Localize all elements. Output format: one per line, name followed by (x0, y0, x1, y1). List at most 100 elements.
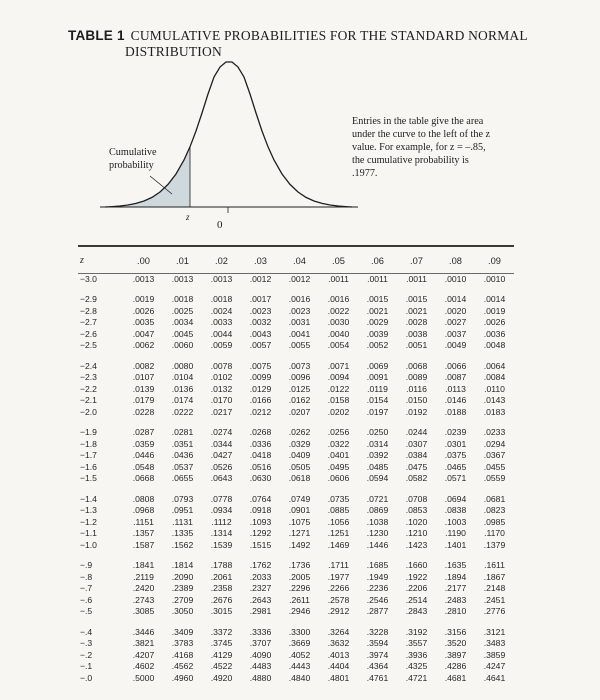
probability-cell: .0013 (210, 273, 233, 284)
probability-cell: .0023 (288, 305, 311, 316)
z-value-cell: −2.1 (80, 395, 97, 406)
probability-cell: .0516 (249, 461, 272, 472)
probability-cell: .0139 (132, 383, 155, 394)
table-row: −2.9 .0019 .0018 .0018 .0017 .0016 .0016 .0015.… (78, 294, 514, 306)
probability-cell: .0427 (210, 450, 233, 461)
probability-cell: .4325 (405, 661, 428, 672)
probability-cell: .3085 (132, 606, 155, 617)
probability-cell: .0036 (483, 328, 506, 339)
probability-cell: .0010 (444, 273, 467, 284)
probability-cell: .0179 (132, 395, 155, 406)
probability-cell: .1379 (483, 539, 506, 550)
z-value-cell: −.8 (80, 571, 93, 582)
probability-cell: .0465 (444, 461, 467, 472)
probability-cell: .0359 (132, 438, 155, 449)
z-value-cell: −1.0 (80, 539, 97, 550)
table-row: −3.0 .0013 .0013 .0013 .0012 .0012 .0011 .0011.… (78, 273, 514, 285)
table-row: −.6 .2743 .2709 .2676 .2643 .2611 .2578 .2546 .2… (78, 594, 514, 606)
group-spacer (78, 617, 514, 626)
probability-cell: .4641 (483, 672, 506, 683)
probability-cell: .0030 (327, 317, 350, 328)
probability-cell: .0537 (171, 461, 194, 472)
probability-cell: .0212 (249, 406, 272, 417)
probability-cell: .0150 (405, 395, 428, 406)
probability-cell: .0099 (249, 372, 272, 383)
probability-cell: .3409 (171, 626, 194, 637)
group-spacer (78, 285, 514, 294)
probability-cell: .2514 (405, 594, 428, 605)
probability-cell: .5000 (132, 672, 155, 683)
probability-cell: .1093 (249, 516, 272, 527)
probability-cell: .0749 (288, 493, 311, 504)
probability-cell: .0047 (132, 328, 155, 339)
probability-cell: .0012 (249, 273, 272, 284)
probability-cell: .2005 (288, 571, 311, 582)
probability-cell: .4247 (483, 661, 506, 672)
probability-cell: .0233 (483, 427, 506, 438)
probability-cell: .0344 (210, 438, 233, 449)
probability-cell: .2177 (444, 583, 467, 594)
z-value-cell: −2.6 (80, 328, 97, 339)
probability-cell: .0057 (249, 340, 272, 351)
probability-cell: .0014 (483, 294, 506, 305)
probability-cell: .0375 (444, 450, 467, 461)
probability-cell: .1401 (444, 539, 467, 550)
probability-cell: .3936 (405, 649, 428, 660)
probability-cell: .0934 (210, 505, 233, 516)
probability-cell: .1003 (444, 516, 467, 527)
probability-cell: .1020 (405, 516, 428, 527)
probability-cell: .0314 (366, 438, 389, 449)
probability-cell: .0068 (405, 360, 428, 371)
probability-cell: .0559 (483, 473, 506, 484)
probability-cell: .1515 (249, 539, 272, 550)
probability-cell: .0681 (483, 493, 506, 504)
shaded-area (105, 146, 190, 207)
table-header-rule (78, 273, 514, 274)
probability-cell: .2090 (171, 571, 194, 582)
table-row: −1.4 .0808 .0793 .0778 .0764 .0749 .0735 .0721.… (78, 493, 514, 505)
probability-cell: .0016 (288, 294, 311, 305)
probability-cell: .0170 (210, 395, 233, 406)
probability-cell: .2451 (483, 594, 506, 605)
probability-cell: .4168 (171, 649, 194, 660)
probability-cell: .0096 (288, 372, 311, 383)
table-row: −.1 .4602 .4562 .4522 .4483 .4443 .4404 .4364 .4… (78, 661, 514, 673)
probability-cell: .0026 (483, 317, 506, 328)
probability-cell: .0113 (445, 383, 466, 394)
probability-cell: .4129 (210, 649, 233, 660)
probability-cell: .1230 (366, 528, 389, 539)
probability-cell: .0011 (406, 273, 427, 284)
probability-cell: .3300 (288, 626, 311, 637)
probability-cell: .4880 (249, 672, 272, 683)
probability-cell: .0054 (327, 340, 350, 351)
probability-cell: .1335 (171, 528, 194, 539)
probability-cell: .2327 (249, 583, 272, 594)
probability-cell: .2676 (210, 594, 233, 605)
z-value-cell: −.3 (80, 638, 93, 649)
probability-cell: .3821 (132, 638, 155, 649)
probability-cell: .3557 (405, 638, 428, 649)
probability-cell: .0694 (444, 493, 467, 504)
probability-cell: .0183 (483, 406, 506, 417)
probability-cell: .4960 (171, 672, 194, 683)
probability-cell: .0985 (483, 516, 506, 527)
probability-cell: .0708 (405, 493, 428, 504)
probability-cell: .0060 (171, 340, 194, 351)
probability-cell: .0307 (405, 438, 428, 449)
probability-cell: .4562 (171, 661, 194, 672)
probability-cell: .0409 (288, 450, 311, 461)
probability-cell: .0166 (249, 395, 272, 406)
probability-cell: .1357 (132, 528, 155, 539)
probability-cell: .3520 (444, 638, 467, 649)
probability-cell: .1635 (444, 560, 467, 571)
probability-cell: .3632 (327, 638, 350, 649)
probability-cell: .0329 (288, 438, 311, 449)
group-spacer (78, 418, 514, 427)
z-value-cell: −2.4 (80, 360, 97, 371)
probability-cell: .1314 (210, 528, 233, 539)
probability-cell: .0548 (132, 461, 155, 472)
zero-axis-label: 0 (217, 219, 223, 231)
probability-cell: .0643 (210, 473, 233, 484)
table-row: −1.7 .0446 .0436 .0427 .0418 .0409 .0401 .0392.… (78, 450, 514, 462)
probability-cell: .4801 (327, 672, 350, 683)
